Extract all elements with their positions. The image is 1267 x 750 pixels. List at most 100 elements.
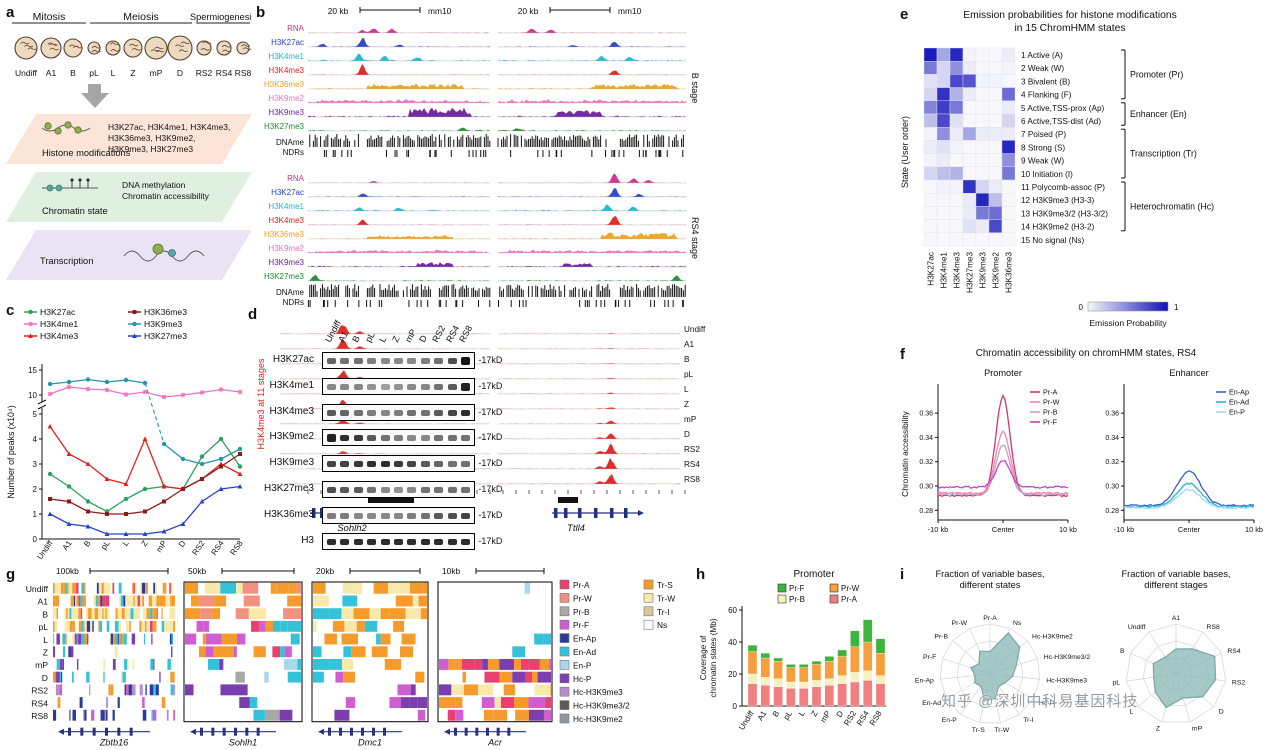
marker [218,436,224,442]
state-segment [280,620,288,632]
marker [124,512,128,516]
blot-band [407,383,417,390]
marker [199,498,205,504]
curve [1123,470,1255,507]
state-segment [114,646,118,658]
state-segment [132,582,134,594]
marker [161,528,167,534]
state-segment [220,684,234,696]
scalebar-label: 50kb [188,566,207,576]
legend-label: En-Ad [573,647,596,657]
legend-label: Pr-W [841,584,860,593]
y-tick: 0.36 [1105,411,1119,418]
state-segment [447,709,456,721]
state-segment [113,633,115,645]
heat-cell [923,47,938,62]
marker [66,379,72,385]
bar-segment [760,653,770,659]
legend-swatch [559,593,570,603]
x-tick: Center [1178,525,1201,534]
state-segment [461,659,475,670]
line [85,386,91,392]
blot-band [461,461,470,468]
exon [245,727,249,736]
state-segment [417,709,426,721]
state-segment [60,659,63,670]
state-segment [196,620,204,632]
bar-segment [850,681,860,707]
blot-band [434,383,444,390]
state-segment [109,633,111,645]
legend-label: En-P [573,660,592,670]
bar-segment [773,657,783,662]
signal-track [498,263,686,267]
bar-segment [773,661,783,679]
blot-band [434,538,444,545]
marker [237,471,243,476]
state-segment [287,671,300,683]
state-segment [220,582,237,594]
signal-track [498,474,680,484]
state-segment [528,709,544,721]
state-segment [81,582,85,594]
state-segment [58,582,61,594]
state-segment [56,671,60,683]
blot-band [340,383,350,390]
state-segment [69,620,73,632]
state-segment [101,582,104,594]
heat-cell [962,219,977,234]
blot-row-label: H3K9me3 [269,457,314,469]
blot-band [420,461,430,468]
radar-axis-label: Tr-S [972,727,985,734]
heat-cell [936,140,951,154]
state-name: 8 Strong (S) [1021,143,1065,152]
state-segment [84,633,88,645]
exon [372,727,375,736]
state-segment [233,684,248,696]
signal-track [498,99,686,103]
state-segment [171,595,175,607]
bar-segment [824,678,834,686]
state-segment [128,684,132,696]
state-segment [415,671,425,683]
size-marker-label: -17kD [478,406,503,417]
marker [237,446,243,452]
bar-segment [850,630,860,647]
blot-band [407,512,417,519]
state-segment [117,633,119,645]
heat-cell [936,179,951,194]
state-segment [499,671,513,683]
state-segment [87,633,89,645]
state-segment [200,608,213,620]
y-tick: 2 [33,485,38,494]
stage-label: Undiff [15,68,38,78]
bar-segment [773,678,783,687]
heat-cell [962,232,977,247]
blot-band [380,487,390,493]
signal-track [498,84,686,89]
exon [339,727,342,736]
y-tick: 5 [33,410,38,419]
exon [454,727,457,736]
state-segment [483,709,494,721]
state-segment [68,582,73,594]
state-name: 9 Weak (W) [1021,157,1064,166]
blot-band [461,538,470,545]
marker [142,486,148,492]
heat-cell [975,192,990,207]
panel-label-h: h [696,566,706,583]
blot-band [327,358,336,364]
state-segment [134,608,138,620]
state-segment [334,709,350,721]
state-segment [474,659,483,670]
state-segment [102,709,105,721]
state-segment [167,659,171,670]
blot-strip [322,532,476,550]
heat-cell [949,153,964,168]
state-segment [514,659,521,670]
state-segment [213,646,228,658]
blot-band [327,487,336,493]
state-segment [380,633,391,645]
state-segment [345,697,356,708]
x-tick: Z [139,539,149,548]
